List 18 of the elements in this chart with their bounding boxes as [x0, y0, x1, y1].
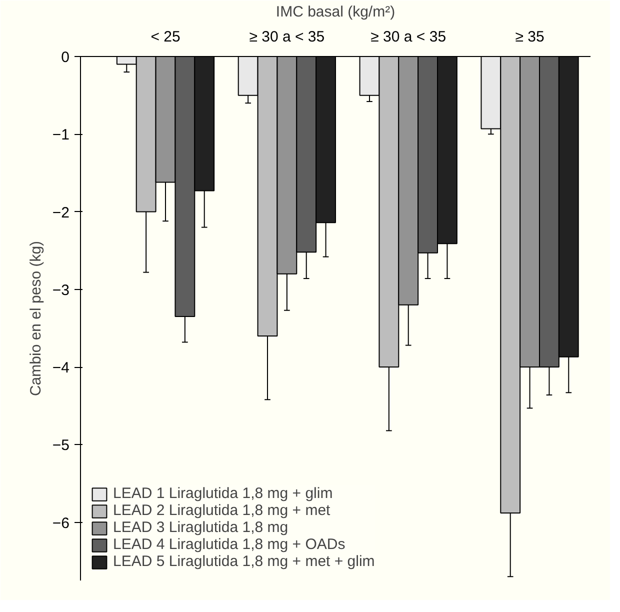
y-tick-label: −2	[52, 204, 70, 222]
legend-label: LEAD 4 Liraglutida 1,8 mg + OADs	[113, 536, 346, 553]
x-tick-label: ≥ 30 a < 35	[370, 28, 446, 46]
x-tick-label: < 25	[150, 28, 180, 46]
y-tick-label: 0	[61, 49, 70, 66]
y-axis-title: Cambio en el peso (kg)	[27, 240, 44, 396]
legend-label: LEAD 1 Liraglutida 1,8 mg + glim	[113, 485, 333, 502]
legend-label: LEAD 5 Liraglutida 1,8 mg + met + glim	[113, 553, 375, 570]
x-tick-label: ≥ 35	[515, 28, 544, 46]
y-tick-label: −6	[52, 514, 70, 532]
y-tick-label: −1	[52, 126, 70, 144]
y-tick-label: −3	[52, 282, 70, 299]
x-axis-title: IMC basal (kg/m²)	[276, 4, 396, 20]
legend-label: LEAD 3 Liraglutida 1,8 mg	[113, 519, 288, 536]
y-tick-label: −5	[52, 437, 70, 454]
legend-label: LEAD 2 Liraglutida 1,8 mg + met	[113, 502, 330, 519]
y-tick-label: −4	[52, 360, 70, 377]
x-tick-label: ≥ 30 a < 35	[249, 28, 325, 46]
